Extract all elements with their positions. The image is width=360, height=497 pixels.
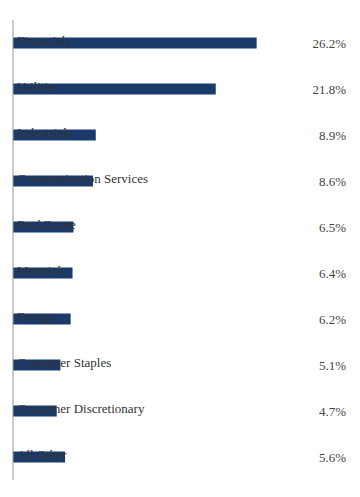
svg-text:Consumer Discretionary: Consumer Discretionary: [17, 401, 145, 416]
svg-text:Financials: Financials: [17, 33, 70, 48]
svg-text:6.5%: 6.5%: [319, 220, 346, 235]
svg-text:5.1%: 5.1%: [319, 358, 346, 373]
svg-text:Consumer Staples: Consumer Staples: [17, 355, 111, 370]
svg-text:26.2%: 26.2%: [312, 36, 346, 51]
svg-text:6.4%: 6.4%: [319, 266, 346, 281]
svg-text:8.9%: 8.9%: [319, 128, 346, 143]
svg-text:Utilities: Utilities: [17, 79, 59, 94]
svg-text:Materials: Materials: [17, 263, 66, 278]
svg-text:6.2%: 6.2%: [319, 312, 346, 327]
svg-text:All Other: All Other: [17, 447, 67, 462]
svg-text:21.8%: 21.8%: [312, 82, 346, 97]
svg-text:Energy: Energy: [17, 309, 55, 324]
svg-text:Industrials: Industrials: [17, 125, 72, 140]
svg-text:Real Estate: Real Estate: [17, 217, 76, 232]
svg-text:5.6%: 5.6%: [319, 450, 346, 465]
svg-text:Communication Services: Communication Services: [17, 171, 148, 186]
svg-text:4.7%: 4.7%: [319, 404, 346, 419]
svg-text:8.6%: 8.6%: [319, 174, 346, 189]
